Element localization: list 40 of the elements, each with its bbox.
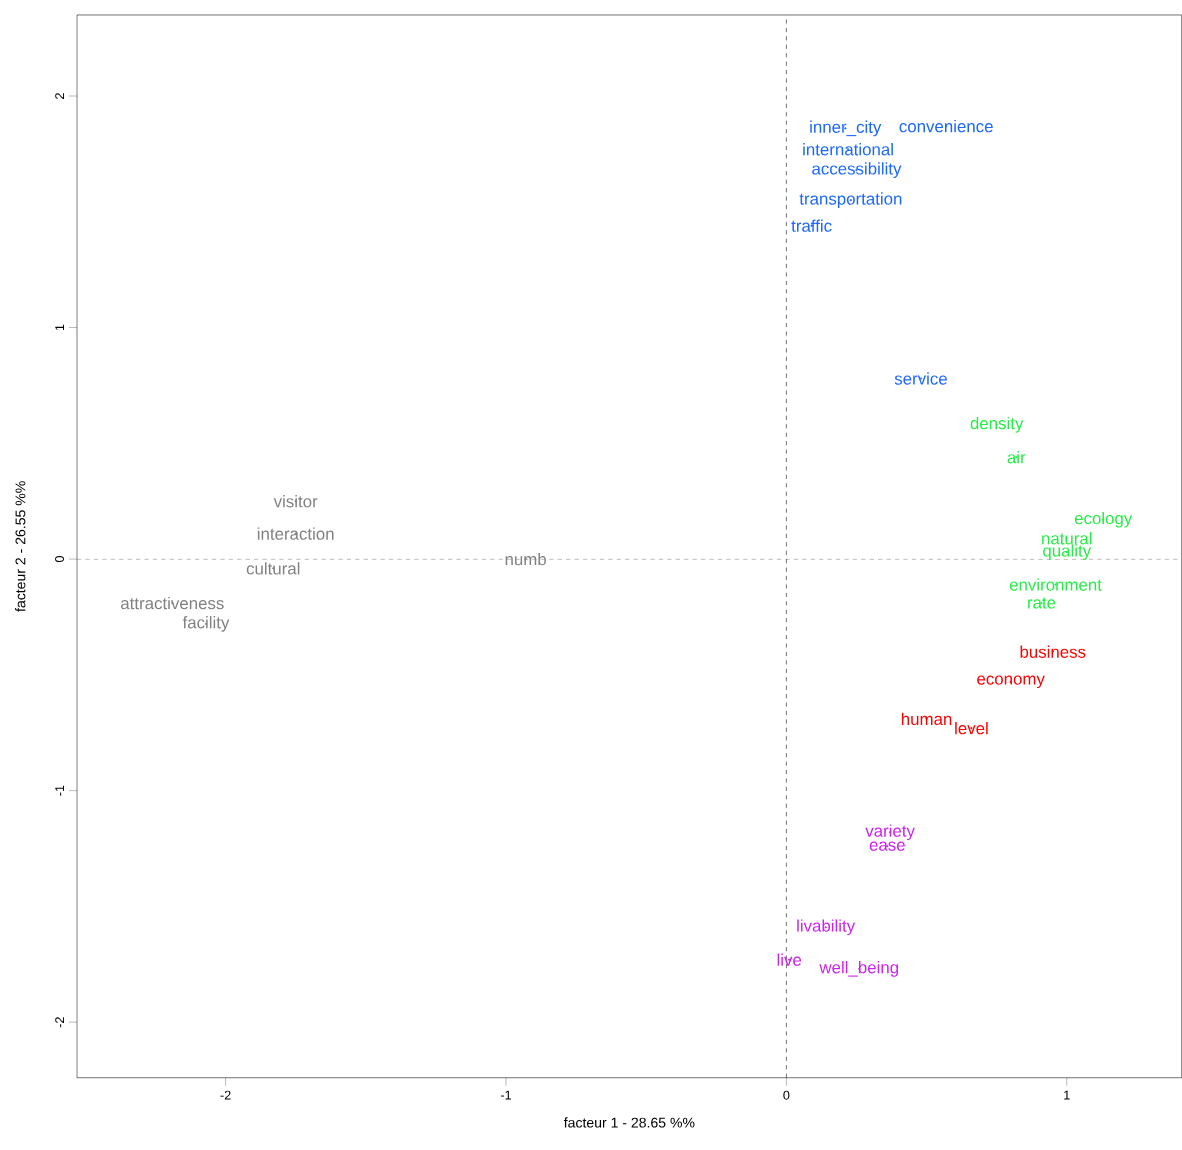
data-label: cultural: [246, 562, 300, 575]
x-tick-label: 0: [783, 1090, 790, 1100]
y-tick-label: 1: [55, 324, 65, 331]
data-label: human: [901, 712, 952, 726]
data-label: ecology: [1074, 512, 1133, 528]
data-label: live: [777, 953, 802, 966]
y-axis-title: facteur 2 - 26.55 %%: [15, 481, 26, 612]
data-label: air: [1007, 451, 1026, 464]
data-label: livability: [797, 919, 856, 936]
data-label: density: [970, 417, 1024, 433]
data-label: visitor: [273, 495, 318, 508]
data-label: accessibility: [812, 162, 902, 179]
x-tick-label: -1: [500, 1090, 511, 1100]
data-label: economy: [977, 675, 1045, 689]
data-label: business: [1020, 645, 1086, 659]
data-label: traffic: [791, 219, 832, 232]
y-tick-label: -2: [55, 1017, 65, 1028]
x-tick-label: -2: [220, 1090, 231, 1100]
data-label: numb: [505, 553, 546, 566]
y-tick-label: -1: [55, 785, 65, 796]
data-label: attractiveness: [120, 597, 224, 610]
x-axis-title: facteur 1 - 28.65 %%: [563, 1117, 695, 1128]
data-label: interaction: [257, 527, 334, 540]
data-label: variety: [865, 824, 915, 841]
data-label: facility: [182, 616, 230, 632]
data-label: international: [803, 143, 893, 156]
data-label: natural: [1042, 532, 1092, 545]
data-label: service: [894, 372, 947, 385]
data-label: quality: [1043, 544, 1092, 561]
data-label: level: [955, 722, 988, 735]
y-tick-label: 0: [55, 556, 65, 563]
data-label: ease: [869, 841, 905, 851]
data-label: rate: [1028, 597, 1056, 609]
y-tick-label: 2: [55, 93, 65, 100]
data-label: inner_city: [810, 120, 882, 137]
data-label: environment: [1009, 578, 1102, 591]
data-label: convenience: [899, 120, 993, 133]
data-label: transportation: [799, 192, 902, 209]
data-label: well_being: [819, 961, 899, 977]
x-tick-label: 1: [1064, 1090, 1070, 1100]
